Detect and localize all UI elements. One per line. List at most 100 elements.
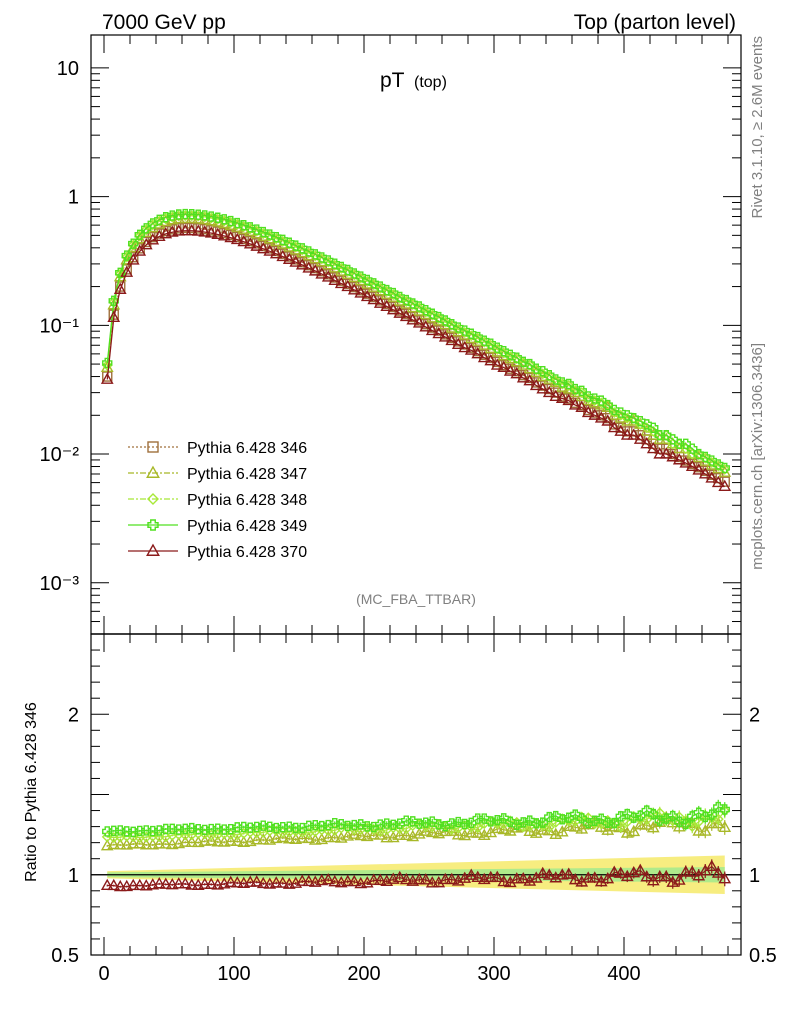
marker-diamond (290, 241, 302, 253)
marker-triangle (484, 353, 498, 366)
marker-triangle (425, 876, 439, 888)
marker-cross (264, 821, 275, 832)
marker-triangle (321, 873, 335, 885)
marker-triangle (341, 874, 355, 887)
marker-triangle (659, 447, 673, 459)
marker-triangle (282, 252, 296, 264)
marker-triangle (243, 875, 257, 887)
legend-label: Pythia 6.428 370 (187, 544, 307, 561)
marker-triangle (230, 834, 244, 846)
marker-triangle (178, 224, 192, 236)
ratio-xtick-label: 100 (217, 963, 250, 985)
marker-triangle (276, 830, 290, 843)
marker-triangle (711, 816, 725, 829)
marker-triangle (302, 261, 316, 273)
marker-triangle (341, 279, 355, 292)
marker-diamond (101, 359, 113, 371)
marker-triangle (542, 385, 556, 398)
marker-triangle (477, 350, 491, 363)
marker-square (154, 228, 165, 239)
marker-triangle (139, 838, 153, 850)
marker-diamond (400, 296, 412, 308)
marker-cross (381, 818, 392, 829)
marker-triangle (217, 229, 231, 241)
mcplots-label: mcplots.cern.ch [arXiv:1306.3436] (749, 343, 766, 570)
marker-cross (310, 819, 321, 831)
marker-square (615, 422, 626, 433)
marker-square (661, 443, 672, 454)
marker-triangle (406, 313, 420, 325)
plot-title-main: pT (380, 69, 405, 92)
marker-triangle (575, 875, 589, 887)
marker-triangle (555, 825, 569, 837)
marker-triangle (107, 310, 121, 323)
marker-triangle (204, 877, 218, 889)
marker-diamond (387, 289, 399, 301)
marker-triangle (575, 400, 589, 413)
marker-triangle (380, 831, 394, 843)
marker-triangle (113, 838, 127, 850)
marker-diamond (368, 279, 380, 291)
legend-label: Pythia 6.428 346 (187, 440, 307, 457)
marker-triangle (178, 835, 192, 847)
marker-triangle (568, 820, 582, 832)
marker-triangle (276, 249, 290, 262)
marker-triangle (172, 224, 186, 236)
marker-diamond (407, 299, 419, 311)
marker-diamond (361, 276, 373, 287)
marker-triangle (581, 871, 595, 883)
marker-diamond (244, 826, 256, 838)
marker-triangle (672, 453, 686, 465)
marker-cross (635, 810, 646, 821)
marker-triangle (672, 873, 686, 885)
marker-triangle (256, 876, 270, 889)
marker-triangle (451, 828, 465, 840)
marker-diamond (316, 253, 328, 265)
marker-triangle (165, 877, 179, 890)
marker-cross (238, 821, 249, 833)
marker-diamond (595, 397, 607, 409)
marker-triangle (711, 866, 725, 878)
marker-cross (108, 295, 119, 307)
marker-triangle (497, 874, 511, 887)
legend-label: Pythia 6.428 347 (187, 466, 307, 483)
marker-triangle (354, 828, 368, 841)
marker-diamond (147, 493, 159, 505)
marker-cross (433, 819, 444, 830)
marker-triangle (146, 543, 160, 556)
marker-triangle (250, 875, 264, 887)
marker-triangle (588, 871, 602, 883)
marker-cross (537, 817, 548, 828)
marker-triangle (679, 865, 693, 877)
marker-diamond (706, 456, 718, 468)
marker-diamond (420, 306, 432, 318)
header-right: Top (parton level) (574, 11, 736, 34)
marker-diamond (719, 463, 731, 475)
marker-triangle (653, 447, 667, 459)
marker-triangle (549, 389, 563, 402)
marker-triangle (126, 837, 140, 849)
ratio-ytick-label-right: 1 (749, 865, 760, 887)
marker-triangle (113, 879, 127, 892)
legend-label: Pythia 6.428 349 (187, 518, 307, 535)
marker-triangle (328, 874, 342, 887)
marker-diamond (543, 371, 555, 383)
marker-triangle (692, 463, 706, 475)
ratio-xtick-label: 400 (607, 963, 640, 985)
marker-triangle (497, 360, 511, 373)
marker-triangle (633, 818, 647, 830)
marker-triangle (542, 868, 556, 880)
marker-triangle (237, 835, 251, 848)
marker-cross (199, 210, 210, 221)
marker-triangle (510, 872, 524, 884)
marker-triangle (133, 878, 147, 891)
marker-triangle (172, 877, 186, 889)
marker-triangle (646, 820, 660, 833)
marker-triangle (490, 358, 504, 370)
marker-diamond (283, 238, 295, 250)
ratio-series (102, 799, 730, 838)
marker-triangle (204, 226, 218, 238)
marker-triangle (555, 868, 569, 880)
marker-triangle (367, 828, 381, 840)
marker-triangle (321, 830, 335, 843)
